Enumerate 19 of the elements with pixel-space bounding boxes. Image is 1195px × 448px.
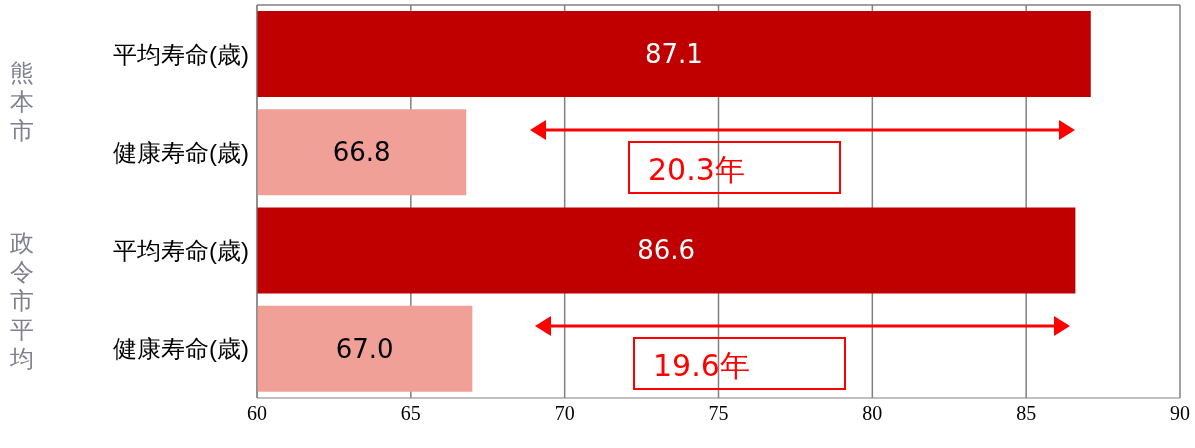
- text: 政令市平均: [9, 228, 35, 373]
- data-label: 86.6: [637, 235, 696, 266]
- y-tick-label: 平均寿命(歳): [113, 237, 249, 265]
- text: 熊本市: [9, 58, 35, 145]
- y-tick-label: 健康寿命(歳): [113, 335, 249, 363]
- annotation: 19.6年: [633, 337, 846, 390]
- x-tick-label: 80: [862, 402, 883, 425]
- x-tick-label: 60: [247, 402, 267, 425]
- y-tick-label: 健康寿命(歳): [113, 138, 249, 166]
- x-tick-label: 90: [1170, 402, 1190, 425]
- y-tick-label: 平均寿命(歳): [113, 40, 249, 68]
- x-tick-label: 85: [1016, 402, 1037, 425]
- x-tick-label: 70: [554, 402, 575, 425]
- data-label: 67.0: [335, 333, 394, 364]
- data-label: 87.1: [644, 38, 703, 69]
- x-tick-label: 65: [400, 402, 421, 425]
- data-label: 66.8: [332, 137, 391, 168]
- annotation: 20.3年: [628, 141, 841, 194]
- x-tick-label: 75: [708, 402, 729, 425]
